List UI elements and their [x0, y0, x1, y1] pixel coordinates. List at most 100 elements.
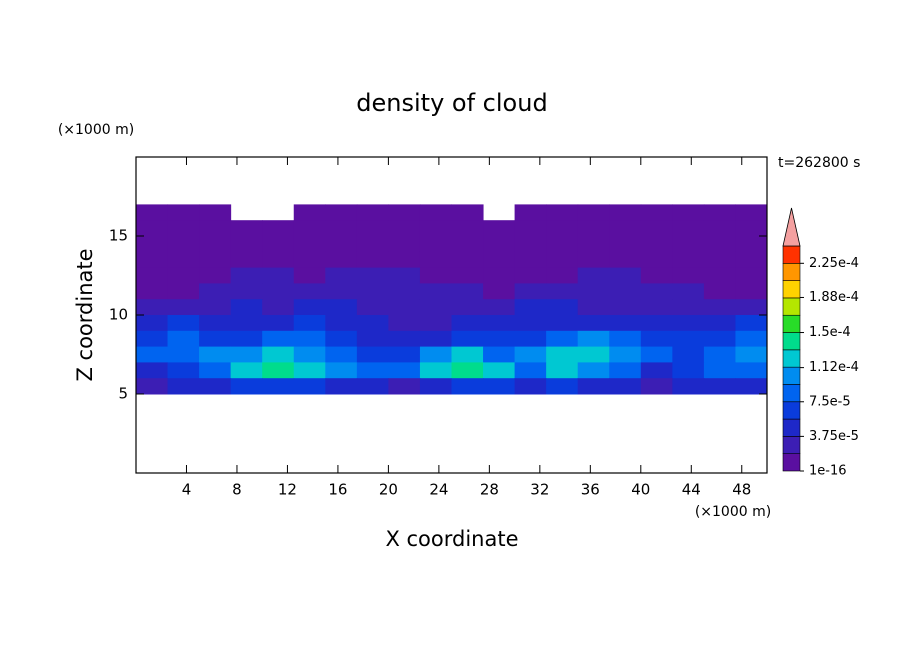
contour-cell: [514, 346, 547, 363]
contour-cell: [293, 378, 326, 395]
contour-cell: [735, 251, 768, 269]
contour-cell: [167, 299, 200, 316]
contour-cell: [262, 299, 295, 316]
contour-cell: [388, 315, 421, 332]
contour-cell: [451, 220, 484, 237]
x-tick-label: 32: [530, 481, 549, 499]
contour-cell: [388, 346, 421, 363]
contour-cell: [609, 330, 642, 348]
contour-cell: [199, 299, 232, 316]
contour-cell: [514, 220, 547, 237]
contour-cell: [577, 378, 610, 395]
contour-cell: [230, 299, 263, 316]
colorbar-band: [782, 297, 801, 316]
contour-cell: [230, 315, 263, 332]
x-tick-label: 20: [379, 481, 398, 499]
contour-cell: [703, 299, 736, 316]
contour-cell: [293, 267, 326, 284]
contour-cell: [546, 330, 579, 348]
colorbar-band: [782, 245, 801, 264]
contour-cell: [167, 283, 200, 300]
contour-cell: [325, 204, 358, 221]
contour-cell: [167, 330, 200, 348]
contour-cell: [735, 330, 768, 348]
contour-cell: [672, 378, 705, 395]
contour-cell: [356, 220, 389, 237]
contour-cell: [199, 283, 232, 300]
contour-cell: [514, 251, 547, 269]
contour-cell: [483, 330, 516, 348]
contour-cell: [293, 220, 326, 237]
contour-cell: [640, 204, 673, 221]
contour-cell: [451, 346, 484, 363]
contour-cell: [388, 267, 421, 284]
contour-cell: [167, 267, 200, 284]
contour-cell: [483, 362, 516, 379]
contour-cell: [640, 267, 673, 284]
contour-cell: [609, 267, 642, 284]
contour-cell: [167, 251, 200, 269]
contour-cell: [514, 299, 547, 316]
contour-cell: [136, 299, 169, 316]
contour-cell: [703, 251, 736, 269]
contour-cell: [672, 299, 705, 316]
contour-cell: [356, 299, 389, 316]
contour-cell: [199, 236, 232, 253]
contour-cell: [356, 378, 389, 395]
colorbar-band: [782, 384, 801, 403]
contour-cell: [230, 346, 263, 363]
colorbar-label: 1.12e-4: [809, 360, 859, 375]
contour-cell: [388, 220, 421, 237]
contour-cell: [199, 315, 232, 332]
contour-cell: [419, 283, 452, 300]
y-axis-label: Z coordinate: [73, 248, 97, 381]
contour-cell: [293, 251, 326, 269]
colorbar-band: [782, 280, 801, 299]
contour-cell: [419, 330, 452, 348]
contour-cell: [640, 220, 673, 237]
contour-cell: [293, 299, 326, 316]
contour-cell: [356, 283, 389, 300]
contour-cell: [546, 220, 579, 237]
contour-cell: [167, 378, 200, 395]
contour-cell: [356, 236, 389, 253]
contour-cell: [230, 378, 263, 395]
contour-cell: [640, 378, 673, 395]
contour-cell: [419, 378, 452, 395]
contour-cell: [293, 236, 326, 253]
contour-cell: [483, 236, 516, 253]
contour-cell: [609, 378, 642, 395]
contour-cell: [451, 378, 484, 395]
contour-cell: [640, 362, 673, 379]
contour-cell: [672, 362, 705, 379]
contour-cell: [514, 330, 547, 348]
contour-cell: [230, 267, 263, 284]
contour-cell: [546, 378, 579, 395]
contour-cell: [577, 330, 610, 348]
contour-cell: [609, 362, 642, 379]
contour-cell: [419, 204, 452, 221]
contour-cell: [199, 204, 232, 221]
contour-cell: [514, 267, 547, 284]
contour-cell: [672, 267, 705, 284]
contour-cell: [356, 346, 389, 363]
contour-cell: [735, 346, 768, 363]
contour-cell: [388, 236, 421, 253]
y-tick-label: 10: [109, 306, 128, 324]
contour-cell: [293, 330, 326, 348]
contour-cell: [483, 267, 516, 284]
contour-cell: [546, 346, 579, 363]
contour-cell: [577, 346, 610, 363]
contour-cell: [325, 378, 358, 395]
colorbar-band: [782, 366, 801, 385]
y-tick-label: 5: [118, 385, 128, 403]
contour-cell: [262, 315, 295, 332]
contour-cell: [419, 346, 452, 363]
contour-cell: [514, 315, 547, 332]
contour-cell: [609, 315, 642, 332]
contour-cell: [325, 236, 358, 253]
contour-cell: [546, 204, 579, 221]
contour-cell: [577, 299, 610, 316]
contour-cell: [483, 299, 516, 316]
contour-cell: [640, 299, 673, 316]
